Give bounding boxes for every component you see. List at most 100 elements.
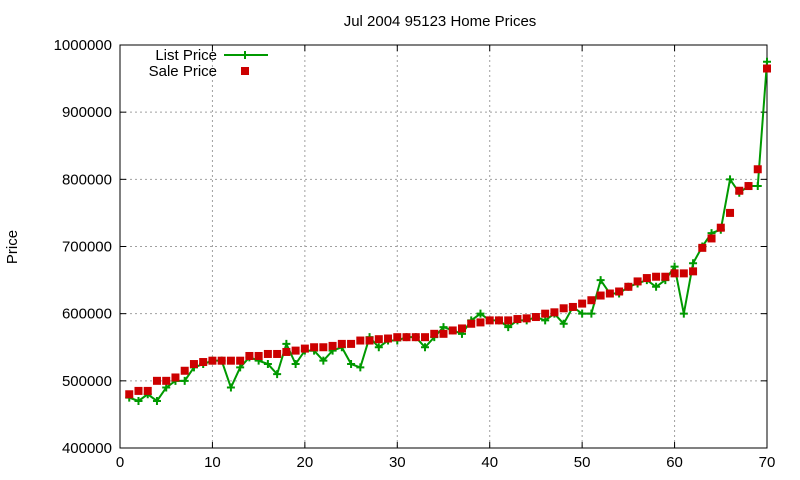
list-price-point	[476, 309, 485, 318]
sale-price-point	[559, 304, 568, 313]
list-price-point	[374, 343, 383, 352]
list-price-point	[282, 339, 291, 348]
sale-price-point	[522, 314, 531, 323]
sale-price-point	[439, 329, 448, 338]
list-price-point	[679, 309, 688, 318]
series-list-price	[125, 57, 771, 405]
sale-price-point	[689, 267, 698, 276]
sale-price-point	[485, 316, 494, 325]
sale-price-point	[615, 287, 624, 296]
series-sale-price	[125, 64, 771, 399]
list-price-point	[652, 282, 661, 291]
plot-frame	[119, 44, 768, 449]
y-tick-label: 700000	[62, 239, 112, 256]
legend: List Price Sale Price	[149, 47, 268, 80]
sale-price-point	[735, 186, 744, 195]
x-tick-label: 10	[204, 454, 221, 471]
sale-price-point	[513, 315, 522, 324]
sale-price-point	[393, 333, 402, 342]
sale-price-point	[457, 324, 466, 333]
sale-price-point	[596, 291, 605, 300]
sale-price-point	[125, 390, 134, 399]
legend-label-list-price: List Price	[155, 47, 217, 64]
list-price-point	[180, 376, 189, 385]
sale-price-point	[541, 309, 550, 318]
list-price-point	[596, 276, 605, 285]
x-tick-label: 30	[389, 454, 406, 471]
x-tick-label: 40	[481, 454, 498, 471]
list-price-point	[587, 309, 596, 318]
list-price-point	[356, 363, 365, 372]
sale-price-point	[374, 335, 383, 344]
sale-price-point	[310, 343, 319, 352]
sale-price-point	[707, 234, 716, 243]
list-price-point	[421, 343, 430, 352]
sale-price-point	[189, 360, 198, 369]
sale-price-point	[642, 274, 651, 283]
sale-price-point	[143, 386, 152, 395]
sale-price-point	[467, 319, 476, 328]
y-axis-label: Price	[4, 230, 21, 264]
y-tick-label: 1000000	[54, 37, 112, 54]
sale-price-point	[217, 356, 226, 365]
list-price-point	[319, 356, 328, 365]
sale-price-point	[624, 282, 633, 291]
sale-price-point	[273, 349, 282, 358]
x-tick-label: 20	[297, 454, 314, 471]
sale-price-point	[208, 356, 217, 365]
sale-price-point	[254, 351, 263, 360]
legend-marker-list-price	[241, 51, 249, 59]
list-price-point	[578, 309, 587, 318]
list-price-point	[152, 396, 161, 405]
x-tick-label: 50	[574, 454, 591, 471]
sale-price-point	[199, 358, 208, 367]
x-tick-label: 60	[666, 454, 683, 471]
y-tick-label: 400000	[62, 440, 112, 457]
grid	[120, 45, 767, 448]
sale-price-point	[319, 343, 328, 352]
sale-price-point	[587, 296, 596, 305]
sale-price-point	[698, 243, 707, 252]
sale-price-point	[171, 373, 180, 382]
x-tick-label: 70	[759, 454, 776, 471]
list-price-point	[226, 383, 235, 392]
list-price-point	[162, 383, 171, 392]
sale-price-point	[753, 165, 762, 174]
x-axis: 0 10 20 30 40 50 60 70	[116, 45, 776, 471]
list-price-line	[128, 61, 768, 403]
sale-price-point	[134, 386, 143, 395]
y-tick-label: 900000	[62, 104, 112, 121]
sale-price-point	[726, 208, 735, 217]
list-price-point	[263, 360, 272, 369]
list-price-point	[504, 323, 513, 332]
sale-price-point	[578, 299, 587, 308]
list-price-point	[439, 323, 448, 332]
sale-price-point	[300, 344, 309, 353]
list-price-point	[541, 316, 550, 325]
sale-price-point	[337, 339, 346, 348]
sale-price-point	[152, 376, 161, 385]
list-price-point	[559, 319, 568, 328]
sale-price-point	[633, 277, 642, 286]
legend-label-sale-price: Sale Price	[149, 63, 217, 80]
sale-price-point	[180, 366, 189, 375]
sale-price-point	[476, 318, 485, 327]
sale-price-point	[245, 351, 254, 360]
sale-price-point	[356, 336, 365, 345]
sale-price-point	[494, 316, 503, 325]
y-axis: 400000 500000 600000 700000 800000 900000 1000…	[54, 37, 767, 457]
sale-price-point	[365, 336, 374, 345]
sale-price-point	[679, 269, 688, 278]
sale-price-point	[411, 333, 420, 342]
sale-price-point	[347, 339, 356, 348]
list-price-point	[726, 175, 735, 184]
sale-price-point	[716, 223, 725, 232]
sale-price-point	[236, 356, 245, 365]
list-price-point	[763, 57, 771, 66]
sale-price-point	[568, 302, 577, 311]
y-tick-label: 600000	[62, 306, 112, 323]
sale-price-point	[402, 333, 411, 342]
list-price-point	[347, 360, 356, 369]
list-price-point	[273, 370, 282, 379]
